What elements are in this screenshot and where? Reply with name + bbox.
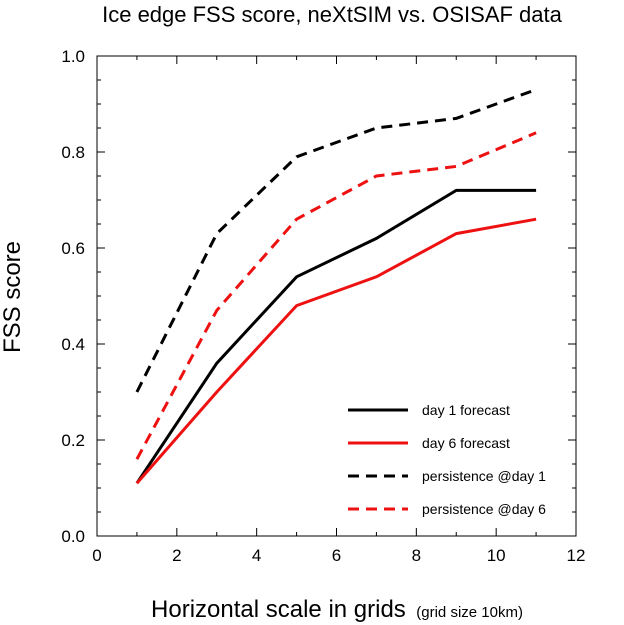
legend: day 1 forecast day 6 forecast persistence … [348, 402, 546, 517]
series-layer [135, 88, 537, 485]
series-line-persistence-day-1 [135, 88, 537, 393]
legend-label: persistence @day 6 [422, 501, 546, 517]
axes-layer: 0 2 4 6 8 10 12 0.0 0.2 0.4 0.6 0.8 1.0 [61, 47, 585, 565]
legend-label: day 6 forecast [422, 435, 510, 451]
y-tick-label: 0.0 [61, 527, 85, 546]
x-tick-label: 4 [252, 546, 261, 565]
x-tick-label: 6 [332, 546, 341, 565]
y-tick-label: 1.0 [61, 47, 85, 66]
y-tick-label: 0.8 [61, 143, 85, 162]
y-tick-label: 0.6 [61, 239, 85, 258]
y-tick-label: 0.4 [61, 335, 85, 354]
y-axis-label: FSS score [0, 241, 26, 353]
series-line-day-6-forecast [135, 217, 537, 485]
x-tick-label: 0 [92, 546, 101, 565]
x-tick-label: 10 [487, 546, 506, 565]
legend-label: persistence @day 1 [422, 468, 546, 484]
plot-frame [96, 55, 577, 537]
y-tick-label: 0.2 [61, 431, 85, 450]
series-line-day-1-forecast [135, 188, 537, 485]
x-axis-label-group: Horizontal scale in grids (grid size 10k… [151, 596, 523, 623]
x-tick-label: 12 [567, 546, 586, 565]
x-axis-label: Horizontal scale in grids [151, 596, 406, 623]
x-tick-label: 8 [412, 546, 421, 565]
x-tick-label: 2 [172, 546, 181, 565]
legend-label: day 1 forecast [422, 402, 510, 418]
x-axis-label-note: (grid size 10km) [416, 604, 523, 621]
chart-title: Ice edge FSS score, neXtSIM vs. OSISAF d… [102, 2, 563, 27]
series-line-persistence-day-6 [135, 131, 537, 460]
